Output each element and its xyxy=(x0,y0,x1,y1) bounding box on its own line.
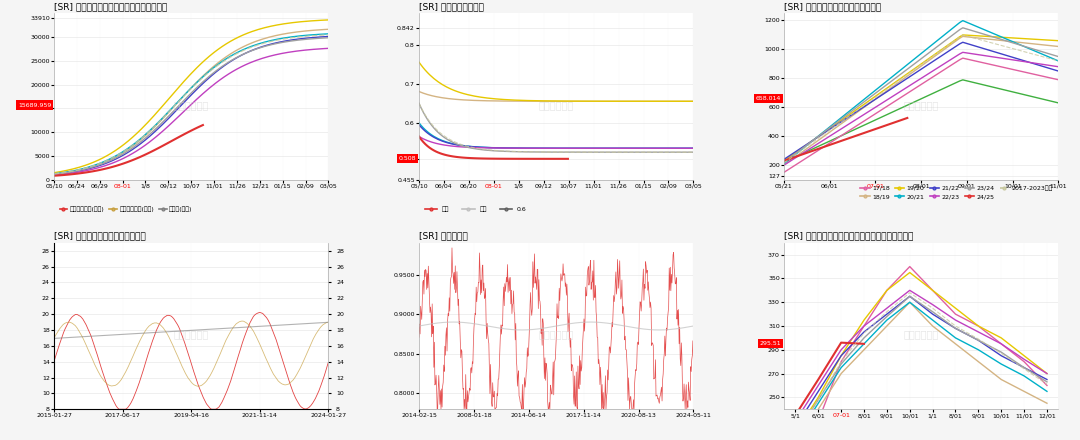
Text: [SR] 巴西糖醇比: [SR] 巴西糖醇比 xyxy=(419,231,468,241)
Legend: 天龙金分乙醇(左轴), 巴西双圈乙醇(右轴), 趋势线(右轴): 天龙金分乙醇(左轴), 巴西双圈乙醇(右轴), 趋势线(右轴) xyxy=(57,204,195,215)
Text: 0.508: 0.508 xyxy=(399,156,416,161)
Text: [SR] 巴西双圈乙醇库存（万立方米）: [SR] 巴西双圈乙醇库存（万立方米） xyxy=(784,2,881,11)
Text: 紫金天风期货: 紫金天风期货 xyxy=(904,329,939,339)
Legend: 糖醇, 均值, 0.6: 糖醇, 均值, 0.6 xyxy=(422,204,529,215)
Text: 紫金天风期货: 紫金天风期货 xyxy=(174,329,208,339)
Text: [SR] 巴西中南蔗双圈乙醇产量（千立方米）: [SR] 巴西中南蔗双圈乙醇产量（千立方米） xyxy=(54,2,167,11)
Text: [SR] 巴西中南部糖醇比: [SR] 巴西中南部糖醇比 xyxy=(419,2,484,11)
Text: 紫金天风期货: 紫金天风期货 xyxy=(539,100,573,110)
Text: 紫金天风期货: 紫金天风期货 xyxy=(174,100,208,110)
Text: [SR] 巴西中南糖乙醇月度销售情况（万立方方米）: [SR] 巴西中南糖乙醇月度销售情况（万立方方米） xyxy=(784,231,914,241)
Text: 紫金天风期货: 紫金天风期货 xyxy=(904,100,939,110)
Text: [SR] 巴西同组蔗糖系乙醇周频数据: [SR] 巴西同组蔗糖系乙醇周频数据 xyxy=(54,231,146,241)
Legend: 17/18, 18/19, 19/20, 20/21, 21/22, 22/23, 23/24, 24/25, 2017-2023均值: 17/18, 18/19, 19/20, 20/21, 21/22, 22/23… xyxy=(858,183,1055,202)
Text: 295.51: 295.51 xyxy=(759,341,781,346)
Text: 15689.959: 15689.959 xyxy=(18,103,51,107)
Text: 紫金天风期货: 紫金天风期货 xyxy=(539,329,573,339)
Text: 658.014: 658.014 xyxy=(756,96,781,101)
